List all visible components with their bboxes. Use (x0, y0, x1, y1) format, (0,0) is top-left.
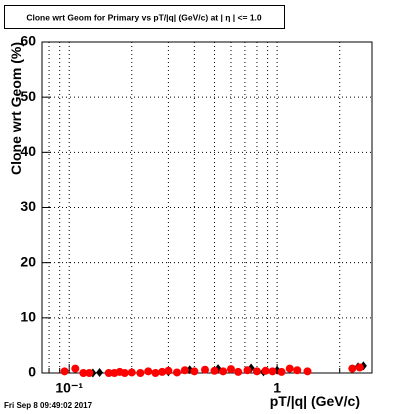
marker (243, 366, 252, 375)
marker (136, 369, 145, 377)
y-tick-label: 20 (20, 253, 36, 269)
marker (293, 366, 302, 375)
marker (144, 367, 153, 376)
marker (190, 367, 199, 376)
title-box (4, 5, 285, 29)
marker (104, 369, 113, 377)
marker (303, 367, 312, 376)
marker (71, 364, 80, 373)
marker (85, 369, 94, 377)
marker (60, 367, 69, 376)
marker (158, 367, 167, 376)
marker (151, 369, 160, 377)
marker (120, 369, 129, 377)
marker (285, 364, 294, 373)
marker (96, 367, 104, 377)
marker (234, 367, 243, 376)
marker (79, 369, 88, 377)
y-tick-label: 40 (20, 143, 36, 159)
marker (226, 365, 235, 374)
x-axis-label: pT/|q| (GeV/c) (270, 393, 360, 409)
x-tick-label: 10⁻¹ (55, 380, 83, 396)
x-tick-label: 1 (273, 380, 281, 396)
marker (219, 367, 228, 376)
marker (210, 366, 219, 375)
marker (348, 364, 357, 373)
y-tick-label: 0 (28, 364, 36, 380)
y-tick-label: 30 (20, 198, 36, 214)
marker (180, 366, 189, 375)
marker (355, 363, 364, 372)
y-tick-label: 50 (20, 88, 36, 104)
footer: Fri Sep 8 09:49:02 2017 (4, 401, 93, 410)
marker (173, 368, 181, 377)
y-tick-label: 60 (20, 33, 36, 49)
marker (268, 367, 277, 376)
y-axis-label: Clone wrt Geom (%) (8, 42, 24, 175)
marker (252, 367, 261, 376)
marker (127, 368, 136, 377)
marker (261, 366, 270, 375)
marker (277, 367, 286, 376)
marker (201, 365, 210, 374)
marker (164, 366, 173, 375)
chart-title: Clone wrt Geom for Primary vs pT/|q| (Ge… (26, 12, 262, 22)
y-tick-label: 10 (20, 309, 36, 325)
